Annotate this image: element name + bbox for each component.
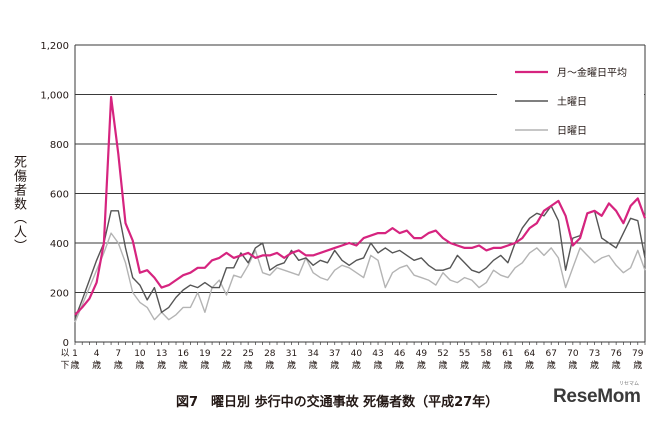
series-line-0 <box>74 95 647 316</box>
x-tick-label: 歳 <box>417 359 426 371</box>
logo-text: ReseMom <box>553 386 641 407</box>
x-tick-label: 歳 <box>612 359 621 371</box>
x-tick-label: 歳 <box>200 359 209 371</box>
x-tick-label: 19 <box>199 349 211 359</box>
y-tick-label: 1,200 <box>40 41 69 52</box>
x-tick-label: 歳 <box>244 359 253 371</box>
x-tick-label: 31 <box>286 349 297 359</box>
x-tick-label: 歳 <box>525 359 534 371</box>
legend-label-2: 日曜日 <box>557 125 587 137</box>
x-tick-label: 73 <box>589 349 600 359</box>
x-tick-label: 58 <box>481 349 493 359</box>
x-tick-label: 16 <box>178 349 190 359</box>
series-line-2 <box>74 232 646 323</box>
chart-title: 図7 曜日別 歩行中の交通事故 死傷者数（平成27年） <box>176 395 499 410</box>
x-tick-label: 歳 <box>135 359 144 371</box>
y-axis-label: 死傷者数（人） <box>11 155 26 253</box>
x-tick-label: 歳 <box>157 359 166 371</box>
x-tick-label: 歳 <box>590 359 599 371</box>
y-axis-ticks: 0 200 400 600 800 1,000 1,200 <box>40 41 69 349</box>
logo-ruby: リセマム <box>618 381 639 387</box>
x-tick-label: 7 <box>115 349 121 359</box>
x-tick-label: 歳 <box>460 359 469 371</box>
x-tick-label: 25 <box>242 349 253 359</box>
legend-label-1: 土曜日 <box>557 95 587 108</box>
legend-label-0: 月～金曜日平均 <box>557 66 627 79</box>
x-tick-label: 13 <box>156 349 167 359</box>
resemom-logo: ReseMom リセマム <box>553 381 653 412</box>
x-tick-label: 歳 <box>633 359 642 371</box>
series-lines <box>74 95 647 323</box>
x-tick-label: 37 <box>329 349 340 359</box>
x-tick-label: 64 <box>524 349 536 359</box>
x-tick-label: 歳 <box>503 359 512 371</box>
x-tick-label: 46 <box>394 349 406 359</box>
y-tick-label: 200 <box>50 289 69 300</box>
x-tick-label: 79 <box>632 349 644 359</box>
x-tick-label: 70 <box>567 349 579 359</box>
x-tick-label: 歳 <box>395 359 404 371</box>
x-tick-label: 52 <box>437 349 448 359</box>
y-tick-label: 400 <box>50 239 69 250</box>
x-tick-label: 61 <box>502 349 513 359</box>
x-tick-label: 歳 <box>309 359 318 371</box>
x-tick-label: 歳 <box>352 359 361 371</box>
x-tick-label: 49 <box>416 349 428 359</box>
x-tick-label: 歳 <box>568 359 577 371</box>
x-tick-label: 歳 <box>330 359 339 371</box>
x-tick-label: 76 <box>610 349 622 359</box>
x-tick-label: 歳 <box>482 359 491 371</box>
x-tick-label: 34 <box>307 349 319 359</box>
y-tick-label: 800 <box>50 140 69 151</box>
x-tick-label: 28 <box>264 349 276 359</box>
x-tick-label: 40 <box>351 349 363 359</box>
y-tick-label: 600 <box>50 190 69 201</box>
x-tick-label: 歳 <box>438 359 447 371</box>
x-tick-label: 歳 <box>114 359 123 371</box>
x-tick-label: 歳 <box>70 359 79 371</box>
x-tick-label: 55 <box>459 349 470 359</box>
x-tick-prefix: 下 <box>60 361 69 371</box>
y-tick-label: 1,000 <box>40 91 69 102</box>
x-tick-label: 43 <box>372 349 383 359</box>
x-tick-label: 歳 <box>179 359 188 371</box>
legend-box <box>497 55 644 143</box>
x-tick-label: 4 <box>94 349 100 359</box>
x-tick-label: 歳 <box>287 359 296 371</box>
x-tick-label: 1 <box>72 349 78 359</box>
y-tick-label: 0 <box>63 338 69 349</box>
x-tick-label: 歳 <box>92 359 101 371</box>
x-tick-label: 10 <box>134 349 146 359</box>
x-tick-label: 22 <box>221 349 232 359</box>
x-tick-label: 67 <box>545 349 556 359</box>
x-tick-label: 歳 <box>222 359 231 371</box>
x-axis-ticks: 1歳4歳7歳10歳13歳16歳19歳22歳25歳28歳31歳34歳37歳40歳4… <box>60 342 646 371</box>
x-tick-label: 歳 <box>374 359 383 371</box>
x-tick-label: 歳 <box>547 359 556 371</box>
x-tick-prefix: 以 <box>60 349 69 359</box>
x-tick-label: 歳 <box>265 359 274 371</box>
